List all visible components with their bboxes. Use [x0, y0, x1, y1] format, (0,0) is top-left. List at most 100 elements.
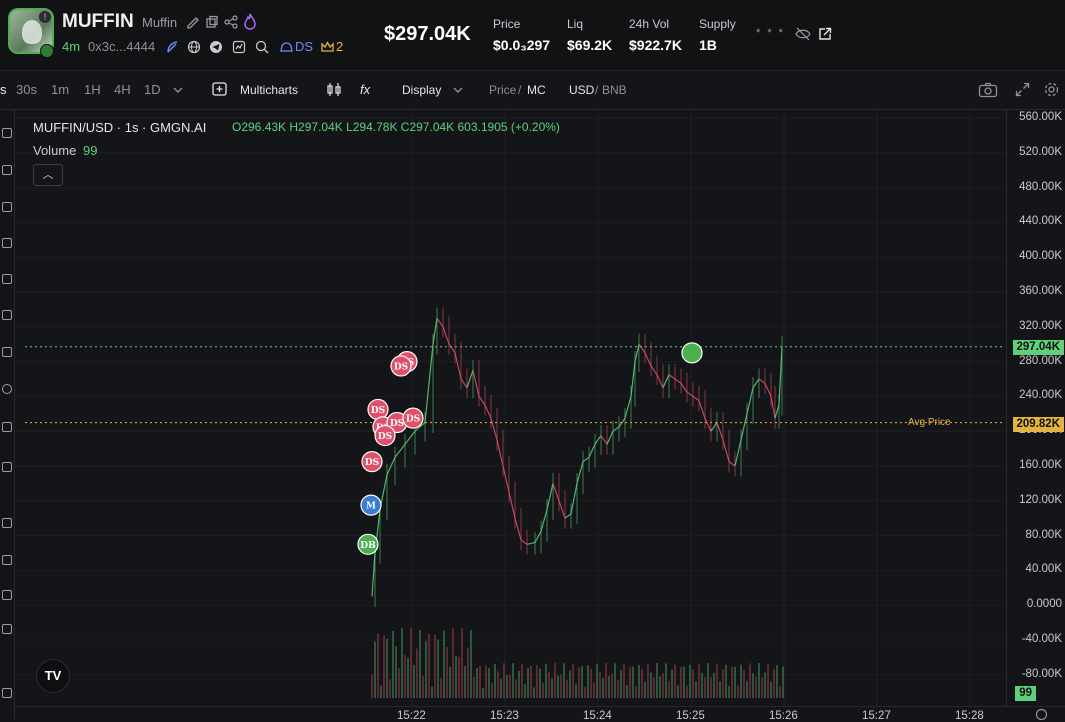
trade-marker[interactable]: M — [360, 494, 382, 516]
indicators-button[interactable]: fx — [360, 82, 371, 97]
candle-body — [644, 352, 652, 367]
axis-settings-icon[interactable] — [1035, 708, 1048, 721]
candle-body — [460, 378, 468, 389]
trade-marker[interactable]: DS — [390, 355, 412, 377]
bnb-toggle[interactable]: BNB — [602, 83, 627, 97]
volume-bar — [443, 630, 445, 698]
ds-label[interactable]: DS — [295, 39, 314, 54]
volume-bar — [665, 663, 667, 698]
price-chart[interactable]: DSDSDSDSDSDSDSDSMDB — [15, 110, 1005, 706]
price-tick-label: 320.00K — [1019, 319, 1062, 332]
candle-body — [606, 430, 614, 445]
price-mode-toggle[interactable]: Price — [489, 83, 517, 97]
volume-bar — [737, 685, 739, 698]
interval-4h[interactable]: 4H — [114, 82, 131, 97]
svg-text:DB: DB — [360, 541, 376, 551]
eye-off-icon[interactable] — [795, 27, 811, 41]
fib-tool-icon[interactable] — [2, 202, 12, 212]
trade-marker[interactable]: DS — [361, 451, 383, 473]
brush-tool-icon[interactable] — [2, 310, 12, 320]
svg-text:DS: DS — [378, 432, 392, 442]
camera-icon[interactable] — [978, 82, 998, 98]
emoji-tool-icon[interactable] — [2, 384, 12, 394]
search-icon[interactable] — [255, 40, 269, 54]
price-tick-label: 240.00K — [1019, 389, 1062, 402]
visibility-tool-icon[interactable] — [2, 590, 12, 600]
multicharts-button[interactable]: Multicharts — [240, 83, 299, 97]
trash-tool-icon[interactable] — [2, 624, 12, 634]
candles-icon[interactable] — [326, 82, 344, 97]
plus-icon[interactable] — [212, 82, 228, 97]
candle-body — [600, 435, 608, 445]
text-tool-icon[interactable] — [2, 347, 12, 357]
trade-marker[interactable]: DS — [402, 407, 424, 429]
mc-mode-toggle[interactable]: MC — [527, 83, 546, 97]
interval-30s[interactable]: 30s — [16, 82, 37, 97]
globe-icon[interactable] — [187, 40, 201, 54]
trade-marker[interactable]: DB — [357, 533, 379, 555]
volume-bar — [503, 663, 505, 698]
lock-tool-icon[interactable] — [2, 555, 12, 565]
token-age: 4m — [62, 39, 81, 54]
volume-bar — [374, 641, 376, 698]
candle-body — [490, 417, 498, 441]
measure-tool-icon[interactable] — [2, 422, 12, 432]
telegram-icon[interactable] — [209, 40, 223, 54]
volume-bar — [566, 679, 568, 698]
collapse-tools-icon[interactable] — [2, 688, 12, 698]
stat-liq-label: Liq — [567, 17, 584, 31]
external-link-icon[interactable] — [818, 27, 832, 41]
projection-tool-icon[interactable] — [2, 274, 12, 284]
interval-1d[interactable]: 1D — [144, 82, 161, 97]
trade-marker[interactable] — [681, 342, 703, 364]
candle-body — [612, 426, 620, 432]
price-axis[interactable]: 560.00K 520.00K 480.00K 440.00K 400.00K 360.0… — [1006, 110, 1065, 706]
contract-address[interactable]: 0x3c...4444 — [88, 39, 156, 54]
volume-label: Volume — [33, 143, 77, 158]
trade-marker[interactable]: DS — [374, 424, 396, 447]
candle-body — [442, 326, 450, 345]
volume-bar — [395, 646, 397, 698]
volume-bar — [686, 685, 688, 698]
candle-body — [546, 483, 554, 510]
time-axis[interactable]: 15:22 15:23 15:24 15:25 15:26 15:27 15:28 — [15, 706, 1065, 722]
volume-bar — [482, 687, 484, 698]
interval-1m[interactable]: 1m — [51, 82, 70, 97]
zoom-tool-icon[interactable] — [2, 462, 12, 472]
volume-bar — [509, 674, 511, 698]
volume-bar — [752, 673, 754, 698]
settings-icon[interactable] — [1043, 81, 1060, 98]
hat-icon[interactable] — [279, 40, 294, 54]
expand-icon[interactable] — [1015, 82, 1030, 97]
interval-s[interactable]: s — [0, 82, 7, 97]
interval-1h[interactable]: 1H — [84, 82, 101, 97]
display-chevron-icon[interactable] — [452, 85, 464, 95]
crosshair-tool-icon[interactable] — [2, 128, 12, 138]
volume-bar — [656, 663, 658, 698]
usd-toggle[interactable]: USD — [569, 83, 595, 97]
pattern-tool-icon[interactable] — [2, 238, 12, 248]
volume-bar — [404, 654, 406, 698]
chart-icon[interactable] — [232, 40, 246, 54]
collapse-legend-button[interactable]: ︿ — [33, 164, 63, 186]
tradingview-logo[interactable]: TV — [36, 659, 70, 693]
volume-bar — [530, 665, 532, 698]
display-button[interactable]: Display — [402, 83, 442, 97]
feather-icon[interactable] — [165, 40, 179, 54]
chevron-down-icon[interactable] — [172, 85, 184, 95]
price-tick-label: 160.00K — [1019, 459, 1062, 471]
price-tick-label: -80.00K — [1021, 667, 1062, 680]
volume-bar — [572, 664, 574, 698]
share-icon[interactable] — [224, 15, 238, 29]
magnet-tool-icon[interactable] — [2, 518, 12, 528]
volume-bar — [641, 669, 643, 698]
volume-bar — [554, 663, 556, 698]
edit-icon[interactable] — [186, 15, 200, 29]
volume-bar — [590, 668, 592, 698]
copy-icon[interactable] — [205, 15, 219, 29]
volume-bar — [698, 663, 700, 698]
chart-toolbar: s 30s 1m 1H 4H 1D Multicharts fx Display… — [0, 71, 1065, 110]
info-icon[interactable]: ! — [38, 10, 52, 24]
trendline-tool-icon[interactable] — [2, 165, 12, 175]
volume-bar — [746, 680, 748, 698]
